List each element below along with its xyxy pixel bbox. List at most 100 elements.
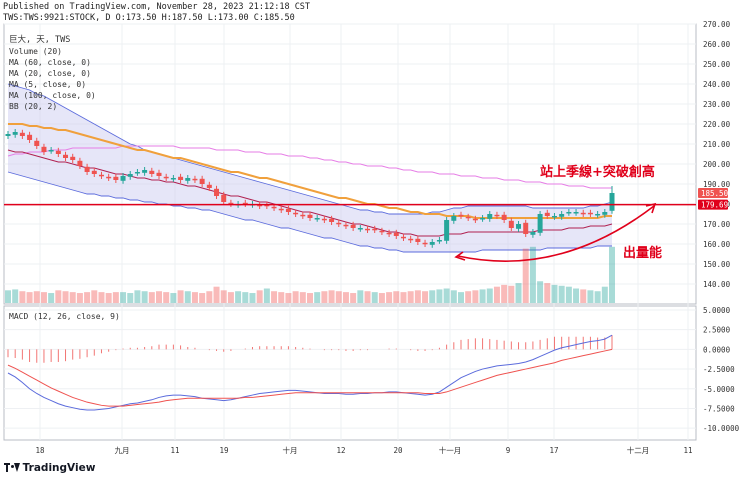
candle-body bbox=[278, 208, 284, 211]
volume-bar bbox=[156, 291, 162, 303]
last-price-label-bg bbox=[698, 188, 728, 198]
candle-body bbox=[379, 230, 385, 233]
candle-body bbox=[329, 218, 335, 222]
x-tick-label: 9 bbox=[506, 446, 511, 455]
y-tick-label: 160.00 bbox=[703, 240, 731, 249]
volume-bar bbox=[84, 292, 91, 303]
volume-bar bbox=[299, 292, 306, 303]
macd-y-tick-label: -5.0000 bbox=[703, 385, 735, 394]
volume-bar bbox=[177, 290, 184, 303]
x-tick-label: 九月 bbox=[115, 446, 130, 455]
legend-ma20: MA (20, close, 0) bbox=[9, 69, 91, 78]
volume-bar bbox=[98, 292, 105, 303]
candle-body bbox=[595, 214, 601, 216]
volume-bar bbox=[120, 292, 127, 303]
volume-bar bbox=[443, 288, 450, 303]
x-tick-label: 18 bbox=[35, 446, 45, 455]
tradingview-brand: TradingView bbox=[22, 462, 96, 474]
candle-body bbox=[84, 166, 90, 172]
volume-bar bbox=[213, 286, 220, 303]
macd-line bbox=[7, 334, 613, 411]
candle-body bbox=[551, 216, 557, 218]
y-tick-label: 170.00 bbox=[703, 220, 731, 229]
volume-bar bbox=[191, 292, 198, 303]
candle-body bbox=[63, 154, 69, 158]
macd-y-tick-label: 0.0000 bbox=[703, 345, 731, 354]
legend-ma60: MA (60, close, 0) bbox=[9, 58, 91, 67]
x-tick-label: 十二月 bbox=[627, 445, 650, 455]
candle-body bbox=[372, 228, 378, 231]
bb-upper-line bbox=[7, 83, 613, 215]
volume-bar bbox=[364, 291, 371, 303]
ohlc-header: TWS:TWS:9921:STOCK, D O:173.50 H:187.50 … bbox=[3, 13, 295, 23]
volume-bar bbox=[5, 290, 11, 303]
legend-volume: Volume (20) bbox=[9, 47, 62, 56]
candle-body bbox=[422, 242, 428, 245]
volume-bar bbox=[76, 293, 83, 303]
y-tick-label: 240.00 bbox=[703, 80, 731, 89]
candle-body bbox=[609, 193, 615, 211]
signal-line bbox=[7, 348, 613, 407]
volume-bar bbox=[263, 288, 270, 303]
candle-body bbox=[242, 202, 248, 205]
macd-y-tick-label: 2.5000 bbox=[703, 326, 731, 335]
candle-body bbox=[444, 220, 450, 241]
volume-bar bbox=[307, 293, 313, 303]
volume-bar bbox=[69, 292, 76, 303]
volume-bar bbox=[551, 284, 558, 303]
candle-body bbox=[436, 240, 442, 242]
candle-body bbox=[472, 218, 478, 221]
volume-bar bbox=[594, 291, 601, 303]
candle-body bbox=[400, 236, 406, 239]
candle-body bbox=[523, 222, 529, 234]
volume-bar bbox=[609, 246, 615, 303]
volume-bar bbox=[472, 290, 479, 303]
candle-body bbox=[70, 156, 76, 160]
y-tick-label: 260.00 bbox=[703, 40, 731, 49]
x-tick-label: 十月 bbox=[283, 445, 298, 455]
candle-body bbox=[170, 178, 176, 180]
volume-bar bbox=[55, 290, 62, 303]
volume-bar bbox=[91, 290, 98, 303]
volume-bar bbox=[278, 292, 285, 303]
volume-bar bbox=[422, 291, 429, 303]
volume-bar bbox=[141, 291, 148, 303]
volume-bar bbox=[12, 289, 19, 303]
candle-body bbox=[113, 176, 119, 180]
volume-bar bbox=[242, 292, 249, 303]
x-tick-label: 12 bbox=[336, 446, 345, 455]
candle-body bbox=[573, 212, 579, 214]
candle-body bbox=[587, 212, 593, 215]
volume-bar bbox=[163, 292, 170, 303]
candle-body bbox=[365, 228, 371, 231]
volume-bar bbox=[436, 289, 443, 303]
macd-y-tick-label: -7.5000 bbox=[703, 404, 735, 413]
candle-body bbox=[163, 176, 169, 179]
candle-body bbox=[91, 170, 97, 174]
volume-bar bbox=[378, 293, 385, 303]
volume-bar bbox=[371, 292, 378, 303]
macd-y-tick-label: 5.0000 bbox=[703, 306, 731, 315]
candle-body bbox=[55, 150, 61, 154]
candle-body bbox=[156, 172, 162, 176]
tradingview-logo-icon bbox=[4, 463, 20, 472]
volume-bar bbox=[386, 292, 393, 303]
candle-body bbox=[530, 232, 536, 235]
volume-bar bbox=[573, 288, 580, 303]
volume-bar bbox=[580, 289, 587, 303]
candle-body bbox=[336, 222, 342, 225]
volume-bar bbox=[342, 292, 349, 303]
candle-body bbox=[357, 228, 363, 230]
y-tick-label: 230.00 bbox=[703, 100, 731, 109]
volume-bar bbox=[508, 285, 515, 303]
ma100-line bbox=[7, 145, 612, 189]
candle-body bbox=[149, 170, 155, 174]
volume-bar bbox=[127, 293, 134, 303]
volume-bar bbox=[62, 291, 69, 303]
tradingview-logo: TradingView bbox=[4, 462, 95, 474]
candle-body bbox=[271, 206, 277, 209]
candle-body bbox=[559, 214, 565, 217]
candle-body bbox=[429, 242, 435, 245]
volume-bar bbox=[235, 291, 242, 303]
